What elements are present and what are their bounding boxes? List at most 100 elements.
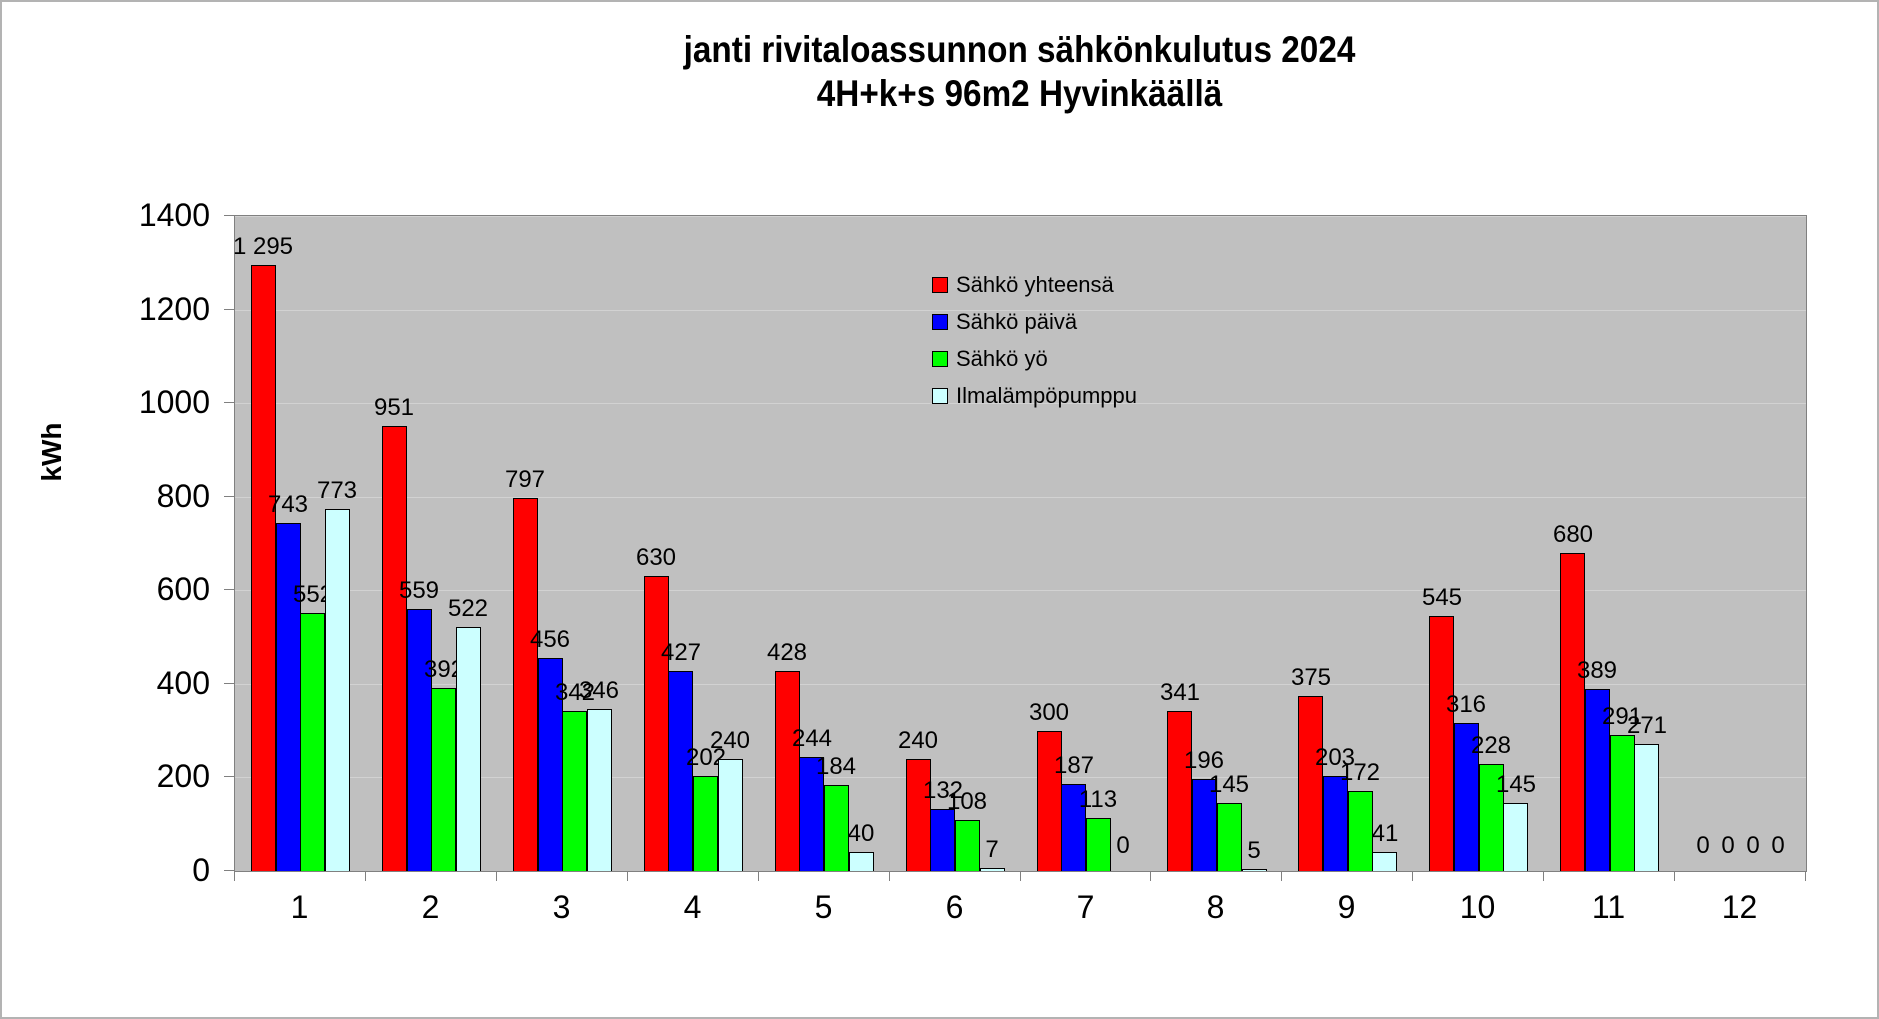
bar-series2-month9	[1323, 776, 1348, 871]
bar-series1-month11	[1560, 553, 1585, 871]
bar-series1-month1	[251, 265, 276, 871]
y-tick-mark-1000	[224, 402, 235, 403]
value-label-series3-month8: 145	[1208, 771, 1250, 798]
value-label-series3-month1: 552	[292, 581, 334, 608]
y-tick-mark-1400	[224, 215, 235, 216]
bar-series2-month10	[1454, 723, 1479, 871]
value-label-series4-month11: 271	[1626, 712, 1668, 739]
x-tick-label-4: 4	[683, 889, 702, 925]
bar-series4-month4	[718, 759, 743, 871]
legend-label: Ilmalämpöpumppu	[956, 382, 1137, 408]
bar-series3-month10	[1479, 764, 1504, 871]
value-label-series2-month7: 187	[1053, 752, 1095, 779]
x-tick-label-6: 6	[945, 889, 964, 925]
y-tick-label-1200: 1200	[138, 291, 210, 327]
y-tick-mark-800	[224, 496, 235, 497]
x-tick-label-2: 2	[421, 889, 440, 925]
value-label-series4-month2: 522	[447, 595, 489, 622]
value-label-series2-month2: 559	[398, 577, 440, 604]
x-tick-mark-12	[1805, 871, 1806, 881]
y-tick-label-200: 200	[156, 758, 210, 794]
x-tick-label-10: 10	[1459, 889, 1496, 925]
value-label-series3-month2: 392	[423, 656, 465, 683]
x-tick-mark-11	[1674, 871, 1675, 881]
y-tick-label-0: 0	[192, 852, 210, 888]
legend-item-1: Sähkö yhteensä	[932, 266, 1137, 303]
x-tick-label-9: 9	[1337, 889, 1356, 925]
x-tick-mark-10	[1543, 871, 1544, 881]
value-label-series2-month6: 132	[922, 777, 964, 804]
legend-swatch-icon	[932, 387, 948, 404]
x-tick-mark-6	[1020, 871, 1021, 881]
x-tick-label-8: 8	[1206, 889, 1225, 925]
x-tick-label-3: 3	[552, 889, 571, 925]
x-tick-label-1: 1	[290, 889, 309, 925]
value-label-series2-month10: 316	[1445, 691, 1487, 718]
value-label-series1-month1: 1 295	[232, 233, 294, 260]
y-tick-label-1400: 1400	[138, 197, 210, 233]
y-tick-mark-600	[224, 589, 235, 590]
gridline-1200	[235, 309, 1806, 311]
value-label-series2-month12: 0	[1721, 832, 1735, 859]
bar-series4-month11	[1634, 744, 1659, 871]
value-label-series1-month5: 428	[766, 639, 808, 666]
value-label-series4-month4: 240	[709, 727, 751, 754]
value-label-series1-month7: 300	[1028, 699, 1070, 726]
bar-series4-month3	[587, 709, 612, 871]
value-label-series2-month3: 456	[529, 626, 571, 653]
bar-series1-month10	[1429, 616, 1454, 871]
gridline-1400	[235, 216, 1806, 217]
value-label-series3-month12: 0	[1746, 832, 1760, 859]
x-tick-label-7: 7	[1076, 889, 1095, 925]
y-tick-label-400: 400	[156, 665, 210, 701]
y-tick-label-600: 600	[156, 571, 210, 607]
bar-series1-month5	[775, 671, 800, 871]
legend-item-2: Sähkö päivä	[932, 303, 1137, 340]
bar-series4-month5	[849, 852, 874, 871]
y-tick-label-800: 800	[156, 478, 210, 514]
x-tick-label-11: 11	[1591, 889, 1626, 925]
bar-series1-month3	[513, 498, 538, 871]
bar-series2-month8	[1192, 779, 1217, 871]
x-tick-mark-1	[365, 871, 366, 881]
bar-series1-month4	[644, 576, 669, 871]
value-label-series1-month4: 630	[635, 544, 677, 571]
bar-series1-month9	[1298, 696, 1323, 871]
bar-series4-month10	[1503, 803, 1528, 871]
bar-series3-month1	[300, 613, 325, 871]
chart-title: janti rivitaloassunnon sähkönkulutus 202…	[313, 28, 1727, 116]
value-label-series3-month5: 184	[815, 753, 857, 780]
bar-series4-month2	[456, 627, 481, 871]
gridline-800	[235, 496, 1806, 498]
y-tick-mark-0	[224, 870, 235, 871]
bar-series3-month6	[955, 820, 980, 871]
bar-series2-month1	[276, 523, 301, 871]
bar-series1-month8	[1167, 711, 1192, 871]
value-label-series1-month8: 341	[1159, 679, 1201, 706]
bar-series1-month2	[382, 426, 407, 871]
gridline-400	[235, 683, 1806, 685]
legend-label: Sähkö yhteensä	[956, 271, 1114, 297]
value-label-series4-month10: 145	[1495, 771, 1537, 798]
value-label-series4-month1: 773	[316, 477, 358, 504]
value-label-series4-month8: 5	[1247, 837, 1261, 864]
legend-swatch-icon	[932, 276, 948, 293]
bar-series3-month9	[1348, 791, 1373, 871]
bar-series3-month7	[1086, 818, 1111, 871]
value-label-series2-month11: 389	[1576, 657, 1618, 684]
bar-series3-month11	[1610, 735, 1635, 871]
value-label-series1-month6: 240	[897, 727, 939, 754]
value-label-series2-month1: 743	[267, 491, 309, 518]
y-tick-mark-1200	[224, 309, 235, 310]
bar-series2-month5	[799, 757, 824, 871]
value-label-series3-month10: 228	[1470, 732, 1512, 759]
value-label-series1-month9: 375	[1290, 664, 1332, 691]
bar-series2-month4	[668, 671, 693, 871]
x-tick-label-12: 12	[1721, 889, 1758, 925]
legend-swatch-icon	[932, 350, 948, 367]
value-label-series1-month3: 797	[504, 466, 546, 493]
bar-series4-month8	[1242, 869, 1267, 871]
x-tick-mark-3	[627, 871, 628, 881]
bar-series3-month3	[562, 711, 587, 871]
